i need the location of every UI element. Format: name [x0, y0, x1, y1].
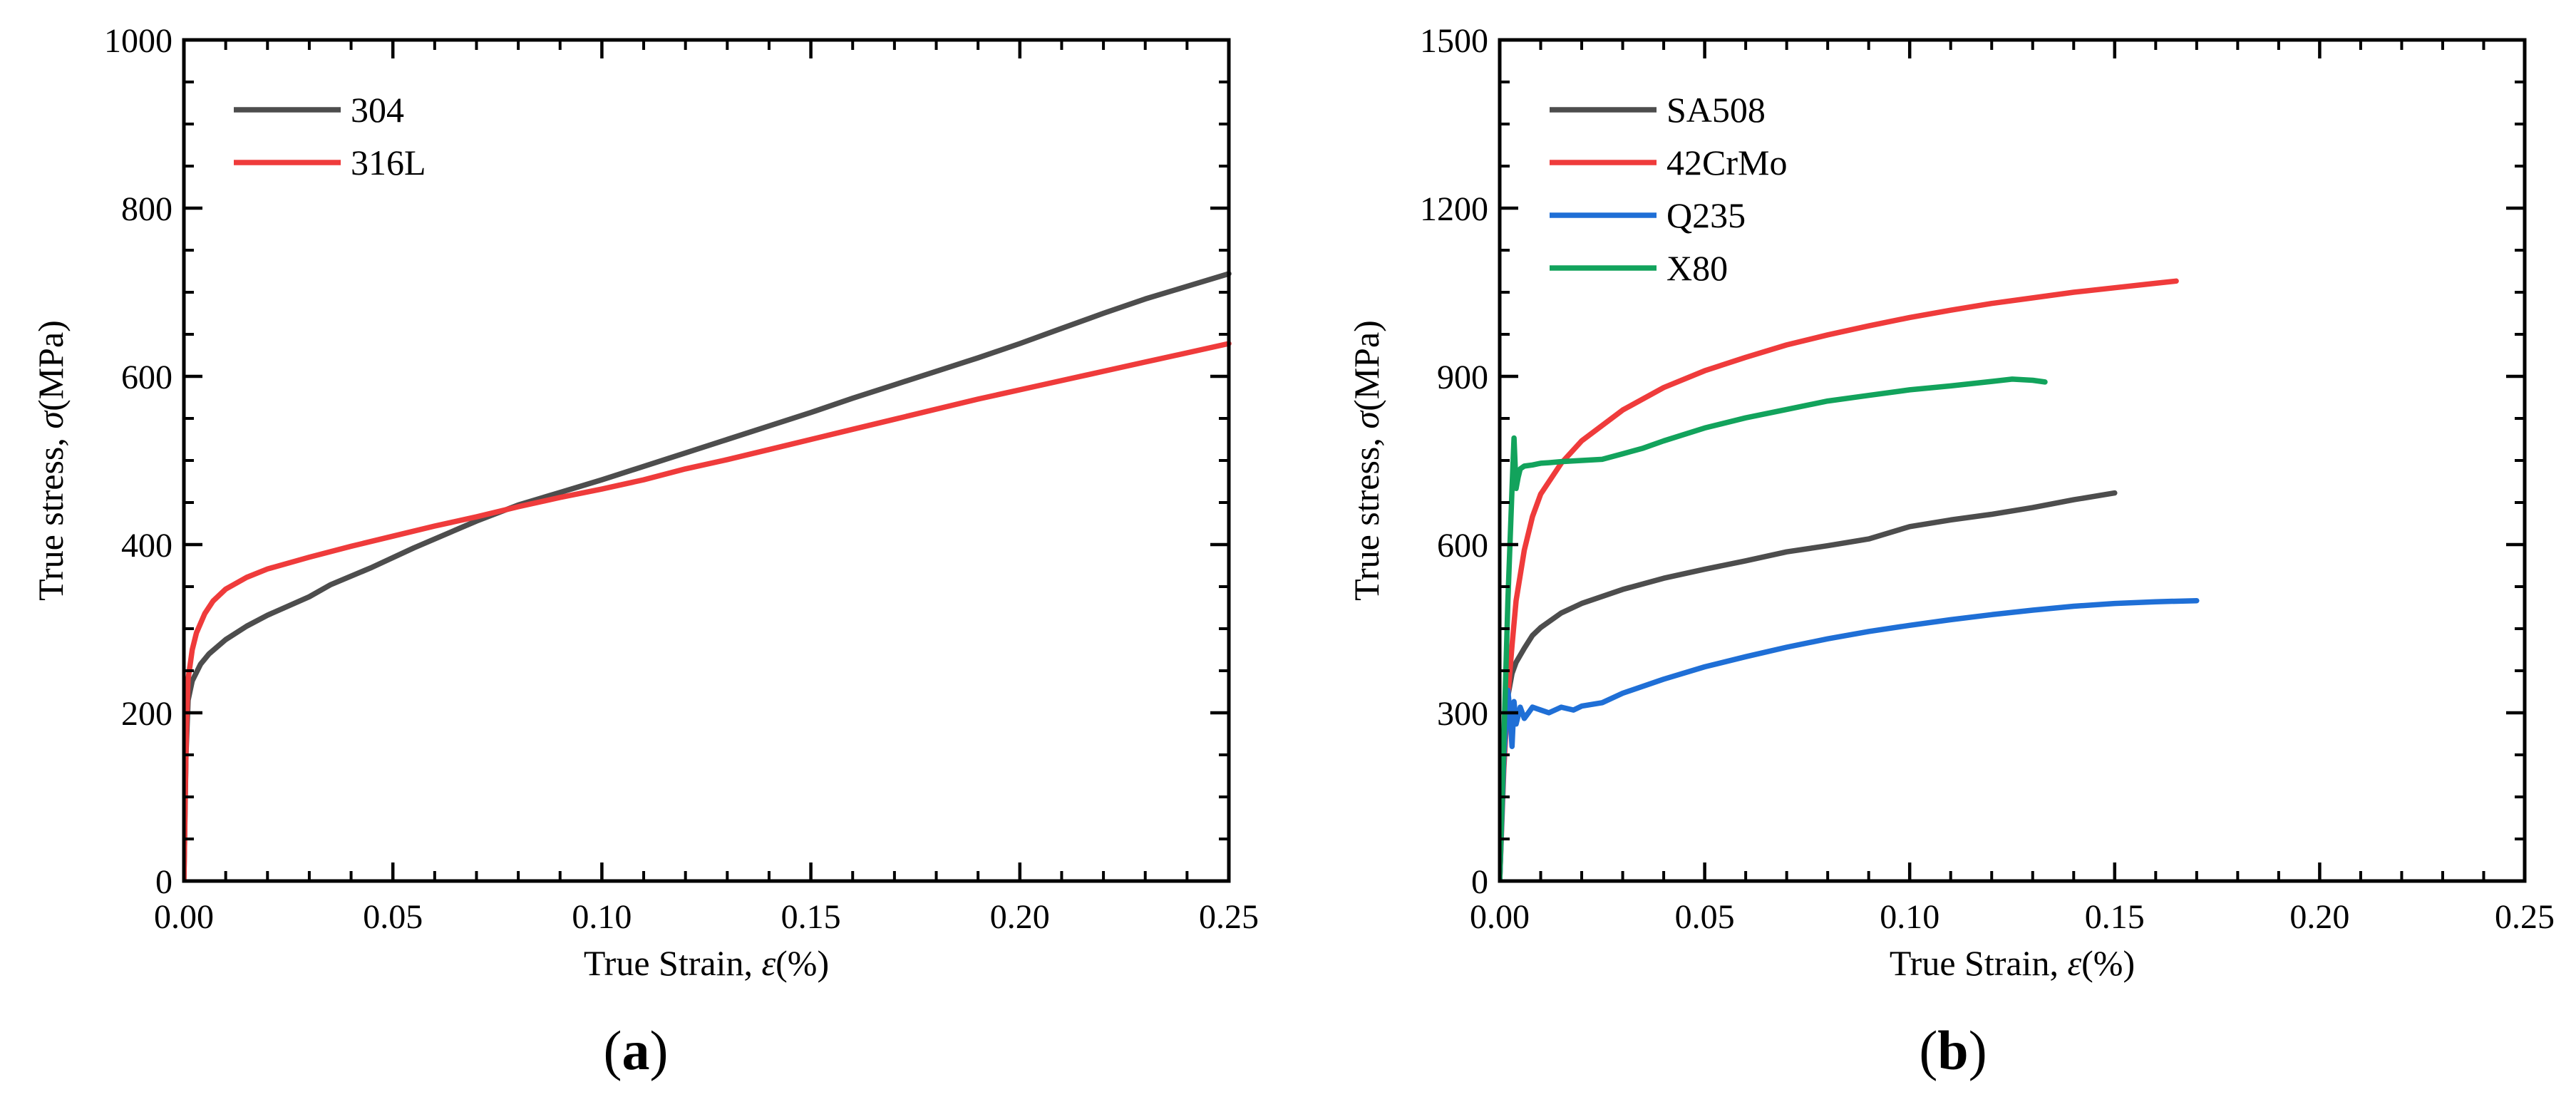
y-tick-label: 0	[155, 863, 172, 901]
y-tick-label: 1500	[1420, 22, 1488, 60]
x-tick-label: 0.10	[1880, 898, 1939, 936]
x-tick-label: 0.25	[2495, 898, 2555, 936]
x-tick-label: 0.15	[2085, 898, 2145, 936]
y-tick-label: 600	[1437, 527, 1488, 565]
x-tick-label: 0.00	[1470, 898, 1530, 936]
x-axis-label: True Strain, ε(%)	[1890, 943, 2135, 983]
series-line-304	[184, 271, 1232, 881]
y-tick-label: 800	[121, 190, 172, 228]
y-axis-label: True stress, σ(MPa)	[31, 320, 71, 601]
legend-label-sa508: SA508	[1666, 90, 1766, 130]
series-line-q235	[1500, 597, 2200, 881]
series-line-x80	[1500, 376, 2048, 881]
series-line-sa508	[1500, 490, 2118, 881]
x-tick-label: 0.00	[154, 898, 214, 936]
y-tick-label: 400	[121, 527, 172, 565]
x-tick-label: 0.15	[781, 898, 841, 936]
x-tick-label: 0.20	[2289, 898, 2349, 936]
x-tick-label: 0.05	[363, 898, 423, 936]
panel-a: 0.00 0.05 0.10 0.15 0.20 0.25 0 200 400 600 800 100…	[31, 22, 1259, 1081]
legend-label-q235: Q235	[1666, 195, 1746, 235]
panel-label: (b)	[1919, 1019, 1987, 1081]
x-tick-label: 0.25	[1199, 898, 1259, 936]
x-axis-label: True Strain, ε(%)	[584, 943, 829, 983]
y-tick-label: 1200	[1420, 190, 1488, 228]
plot-frame	[182, 38, 1231, 883]
y-tick-label: 1000	[104, 22, 172, 60]
y-axis-label: True stress, σ(MPa)	[1346, 320, 1386, 601]
y-tick-label: 600	[121, 359, 172, 396]
plot-frame	[1498, 38, 2527, 883]
x-tick-label: 0.20	[990, 898, 1050, 936]
legend-label-x80: X80	[1666, 248, 1728, 288]
y-tick-label: 0	[1471, 863, 1488, 901]
y-tick-label: 900	[1437, 359, 1488, 396]
x-tick-label: 0.10	[572, 898, 632, 936]
y-tick-label: 300	[1437, 695, 1488, 733]
series-line-316l	[184, 341, 1232, 881]
legend-label-304: 304	[351, 90, 404, 130]
legend: SA508 42CrMo Q235 X80	[1550, 90, 1787, 288]
x-tick-label: 0.05	[1675, 898, 1735, 936]
legend: 304 316L	[234, 90, 426, 182]
panel-label: (a)	[604, 1019, 669, 1081]
panel-b: 0.00 0.05 0.10 0.15 0.20 0.25 0 300 600 900 1200 15…	[1346, 22, 2555, 1081]
series-line-42crmo	[1500, 278, 2179, 881]
legend-label-42crmo: 42CrMo	[1666, 143, 1787, 182]
legend-label-316l: 316L	[351, 143, 426, 182]
y-tick-label: 200	[121, 695, 172, 733]
